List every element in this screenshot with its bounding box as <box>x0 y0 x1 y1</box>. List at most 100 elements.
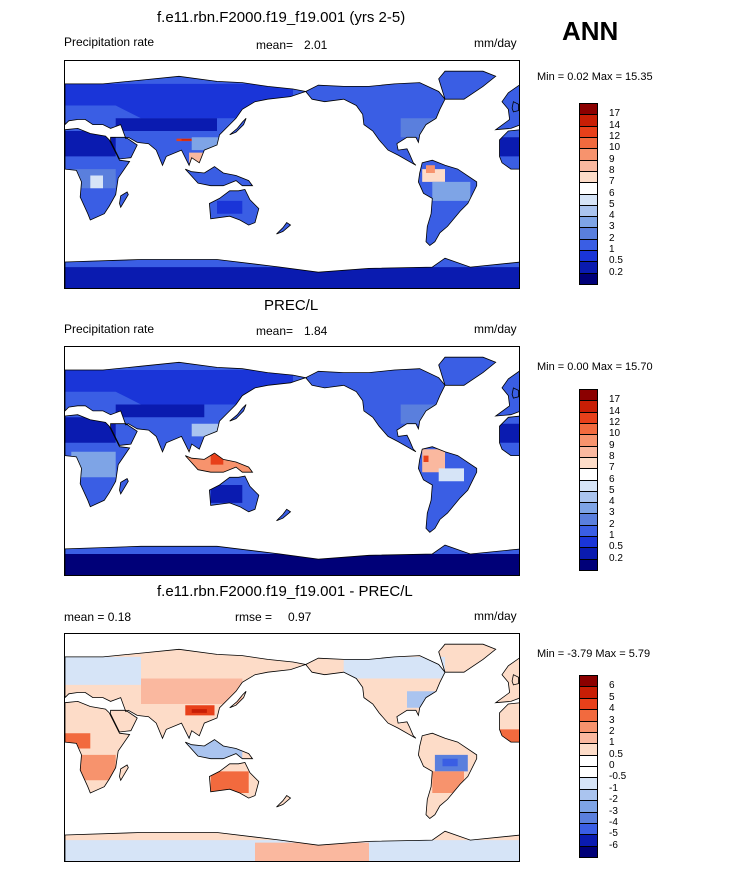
panel3-units: mm/day <box>474 609 517 623</box>
coastline-nz <box>276 508 292 522</box>
colorbar-tick-label: 8 <box>609 450 615 462</box>
coastline-africawest <box>499 129 519 170</box>
colorbar-tick-label: 5 <box>609 691 615 703</box>
panel3-minmax: Min = -3.79 Max = 5.79 <box>537 648 651 660</box>
coastline-uk <box>511 101 519 113</box>
coastline-nz <box>276 222 292 235</box>
colorbar-tick-label: 5 <box>609 198 615 210</box>
coastline-antarctica <box>65 544 519 575</box>
coastline-australia <box>208 189 260 226</box>
panel1-minmax: Min = 0.02 Max = 15.35 <box>537 71 653 83</box>
field-patch <box>65 417 116 443</box>
field-patch <box>343 656 445 679</box>
colorbar-tick-label: 8 <box>609 164 615 176</box>
field-patch <box>499 137 519 157</box>
field-patch <box>422 449 445 473</box>
field-patch <box>65 554 519 575</box>
colorbar-tick-label: 0.2 <box>609 552 623 564</box>
panel2-units: mm/day <box>474 322 517 336</box>
colorbar-tick-label: 4 <box>609 703 615 715</box>
coastline-namerica <box>305 82 446 166</box>
colorbar-tick-label: 5 <box>609 484 615 496</box>
colorbar-tick-label: 3 <box>609 221 615 233</box>
colorbar-tick-label: -0.5 <box>609 771 627 783</box>
colorbar-tick-label: 7 <box>609 462 615 474</box>
field-patch <box>210 454 224 465</box>
panel3-colorbar <box>579 675 598 858</box>
coastline-antarctica <box>65 257 519 288</box>
colorbar-tick-label: 1 <box>609 737 615 749</box>
field-patch <box>71 451 116 478</box>
coastline-samerica <box>417 446 478 533</box>
colorbar-tick-label: 0 <box>609 760 615 771</box>
coastline-eurwest <box>494 657 519 704</box>
panel1-colorbar <box>579 103 598 285</box>
coastline-eurasia <box>65 648 308 740</box>
colorbar-tick-label: -3 <box>609 805 618 817</box>
coastline-eurasia <box>65 75 308 167</box>
colorbar-tick-label: 12 <box>609 416 621 428</box>
coastline-japan <box>229 118 247 136</box>
field-patch <box>65 656 141 685</box>
colorbar-tick-label: 14 <box>609 405 621 417</box>
coastline-indonesia <box>185 452 254 473</box>
colorbar-tick-label: 4 <box>609 210 615 222</box>
panel3-title: f.e11.rbn.F2000.f19_f19.001 - PREC/L <box>157 583 413 600</box>
field-patch <box>210 771 249 793</box>
field-patch <box>65 370 293 405</box>
panel1-variable-label: Precipitation rate <box>64 35 155 49</box>
field-patch <box>407 691 439 708</box>
colorbar-tick-label: 7 <box>609 176 615 188</box>
field-patch <box>141 678 243 704</box>
panel2-colorbar <box>579 389 598 571</box>
coastline-arabia <box>110 709 138 733</box>
coastline-africawest <box>499 415 519 456</box>
panel2-variable-label: Precipitation rate <box>64 322 155 336</box>
field-patch <box>191 137 220 151</box>
field-patch <box>423 455 429 462</box>
colorbar-tick-label: 6 <box>609 187 615 199</box>
panel1-units: mm/day <box>474 36 517 50</box>
panel2-title: PREC/L <box>264 297 319 314</box>
coastline-indonesia <box>185 739 254 760</box>
field-patch <box>90 175 103 189</box>
colorbar-tick-label: 4 <box>609 496 615 508</box>
coastline-uk <box>511 387 519 399</box>
colorbar-tick-label: 0.5 <box>609 255 623 267</box>
coastline-samerica <box>417 159 478 247</box>
coastline-africawest <box>499 702 519 743</box>
coastline-australia <box>208 762 260 799</box>
coastline-eurwest <box>494 370 519 417</box>
coastline-eurwest <box>494 84 519 131</box>
coastline-japan <box>229 691 247 709</box>
colorbar-tick-label: 17 <box>609 394 621 406</box>
panel1-mean-value: 2.01 <box>304 38 328 52</box>
colorbar-tick-label: 6 <box>609 473 615 485</box>
colorbar-tick-label: 0.5 <box>609 748 623 760</box>
panel2-mean-label: mean= <box>256 324 294 338</box>
colorbar-tick-label: 2 <box>609 725 615 737</box>
coastline-antarctica <box>65 830 519 861</box>
colorbar-tick-label: 14 <box>609 119 621 131</box>
colorbar-tick-label: 2 <box>609 518 615 530</box>
coastline-namerica <box>305 655 446 739</box>
coastline-madagascar <box>119 478 129 495</box>
colorbar-tick-label: 10 <box>609 428 621 440</box>
coastline-madagascar <box>119 191 129 209</box>
coastline-eurasia <box>65 361 308 453</box>
field-patch <box>432 771 464 793</box>
field-patch <box>442 758 458 767</box>
field-patch <box>115 404 205 418</box>
field-patch <box>499 423 519 443</box>
colorbar-tick-label: 10 <box>609 142 621 154</box>
coastline-greenland <box>438 643 497 673</box>
panel2-mean-value: 1.84 <box>304 324 328 338</box>
colorbar-tick-label: -1 <box>609 782 618 794</box>
coastline-nz <box>276 795 292 808</box>
field-patch <box>191 423 220 437</box>
field-patch <box>115 118 217 131</box>
field-patch <box>191 709 207 713</box>
coastline-namerica <box>305 368 446 453</box>
season-label: ANN <box>562 16 619 46</box>
colorbar-tick-label: 9 <box>609 439 615 451</box>
